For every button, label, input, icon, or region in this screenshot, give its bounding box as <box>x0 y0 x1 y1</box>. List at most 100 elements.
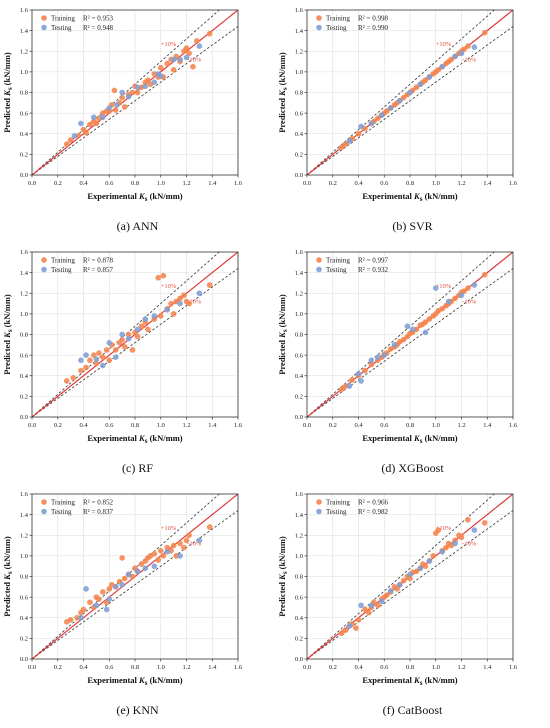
testing-point <box>375 354 381 360</box>
legend-marker <box>41 15 47 21</box>
training-point <box>138 561 145 567</box>
y-tick-label: 1.6 <box>20 7 29 14</box>
legend-r2-value: R² = 0.997 <box>358 257 388 265</box>
minus-10-percent-label: -10% <box>462 57 477 64</box>
x-tick-label: 1.4 <box>208 180 217 187</box>
testing-point <box>100 362 106 369</box>
testing-point <box>93 602 100 609</box>
y-tick-label: 0.2 <box>295 394 303 401</box>
minus-10-percent-label: -10% <box>187 541 202 548</box>
y-axis-title: Predicted Ks (kN/mm) <box>2 294 14 375</box>
testing-point <box>458 292 465 299</box>
panel-svr: +10% -10% 0.0 0.0 0.2 0.2 0.4 0.4 0.6 0.6 0.8 0.8 1.… <box>275 0 550 242</box>
legend-series-name: Testing <box>326 508 347 516</box>
x-tick-label: 0.4 <box>79 422 88 429</box>
training-point <box>384 592 390 598</box>
testing-point <box>112 354 119 360</box>
training-point <box>183 537 190 544</box>
training-point <box>121 344 128 350</box>
x-tick-label: 1.4 <box>483 422 492 429</box>
legend-r2-value: R² = 0.998 <box>358 15 388 23</box>
x-tick-label: 0.0 <box>303 180 311 187</box>
x-axis-title: Experimental Ks (kN/mm) <box>87 433 182 445</box>
testing-point <box>471 282 478 288</box>
lower-10-percent-line <box>32 268 238 417</box>
training-point <box>413 568 420 575</box>
training-point <box>422 77 429 83</box>
scatter-plot: +10% -10% 0.00.0 0.2 0.2 0.4 0.4 0.6 0.6 0.8 0.8 1.… <box>2 249 243 445</box>
testing-point <box>358 378 364 384</box>
y-tick-label: 1.0 <box>295 311 303 318</box>
training-point <box>443 544 449 551</box>
y-tick-label: 0.4 <box>20 373 29 380</box>
y-tick-label: 1.2 <box>295 532 303 539</box>
testing-point <box>387 105 394 111</box>
panel-rf: +10% -10% 0.0 0.0 0.2 0.2 0.4 0.4 0.6 0.6 0.8 0.8 1.… <box>0 242 275 484</box>
training-point <box>206 30 213 37</box>
legend-marker <box>41 266 47 273</box>
x-tick-label: 0.8 <box>406 422 414 429</box>
testing-point <box>114 102 120 108</box>
testing-point <box>426 558 433 564</box>
training-point <box>170 311 177 317</box>
y-tick-label: 0.8 <box>295 332 303 339</box>
legend-marker <box>316 257 322 263</box>
testing-point <box>71 133 78 139</box>
legend-r2-value: R² = 0.948 <box>83 24 113 32</box>
testing-point <box>452 53 458 60</box>
panel-caption: (e) KNN <box>116 703 159 717</box>
y-tick-label: 0.2 <box>20 394 28 401</box>
testing-point <box>78 357 84 364</box>
training-point <box>481 520 488 526</box>
y-tick-label: 0.0 <box>295 656 303 663</box>
x-tick-label: 0.8 <box>131 422 139 429</box>
x-tick-label: 1.0 <box>432 664 440 671</box>
legend-series-name: Training <box>51 257 75 265</box>
training-point <box>448 56 454 63</box>
x-tick-label: 0.6 <box>380 180 389 187</box>
testing-point <box>471 44 478 50</box>
training-point <box>481 271 488 278</box>
y-tick-label: 0.4 <box>20 615 29 622</box>
legend-r2-value: R² = 0.966 <box>358 499 388 507</box>
x-tick-label: 0.0 <box>303 664 311 671</box>
legend-series-name: Testing <box>51 24 72 32</box>
scatter-plot: +10% -10% 0.00.0 0.2 0.2 0.4 0.4 0.6 0.6 0.8 0.8 1.… <box>2 491 243 687</box>
testing-point <box>391 342 398 348</box>
training-point <box>461 288 467 294</box>
testing-point <box>170 56 177 63</box>
legend-marker <box>41 499 47 505</box>
testing-point <box>119 581 125 588</box>
x-tick-label: 0.6 <box>105 180 114 187</box>
plus-10-percent-label: +10% <box>161 283 177 290</box>
testing-point <box>346 383 353 389</box>
testing-point <box>91 114 97 121</box>
testing-point <box>177 553 183 559</box>
legend-series-name: Training <box>326 499 350 507</box>
panel-catboost: +10% -10% 0.0 0.0 0.2 0.2 0.4 0.4 0.6 0.6 0.8 0.8 1.… <box>275 484 550 726</box>
testing-point <box>119 331 125 338</box>
training-point <box>157 313 164 319</box>
y-axis-title: Predicted Ks (kN/mm) <box>277 294 289 375</box>
training-point <box>112 347 119 353</box>
y-tick-label: 1.6 <box>295 249 304 256</box>
training-point <box>100 589 106 595</box>
training-point <box>87 357 93 364</box>
x-tick-label: 1.0 <box>432 180 440 187</box>
testing-point <box>387 588 394 594</box>
legend-r2-value: R² = 0.878 <box>83 257 113 265</box>
legend-r2-value: R² = 0.932 <box>358 266 388 274</box>
testing-point <box>407 89 413 96</box>
testing-point <box>151 563 158 569</box>
training-point <box>422 319 429 325</box>
y-tick-label: 0.8 <box>295 90 303 97</box>
training-point <box>83 364 89 371</box>
training-point <box>422 563 429 569</box>
training-point <box>121 104 128 110</box>
x-tick-label: 0.8 <box>131 180 139 187</box>
training-point <box>157 64 164 71</box>
panel-caption: (b) SVR <box>392 219 433 233</box>
x-tick-label: 0.0 <box>28 180 36 187</box>
training-point <box>160 553 167 559</box>
training-point <box>349 377 355 383</box>
